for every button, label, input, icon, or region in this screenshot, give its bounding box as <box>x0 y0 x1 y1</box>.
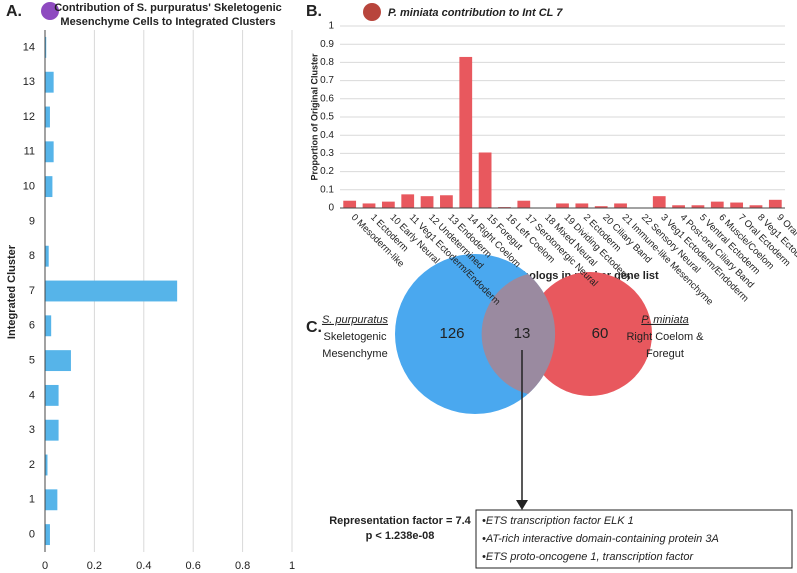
y-tick-label: 4 <box>29 389 35 401</box>
chart-title: Contribution of S. purpuratus' Skeletoge… <box>54 2 282 14</box>
chart-title: P. miniata contribution to Int CL 7 <box>388 7 563 19</box>
bar <box>45 454 48 476</box>
urchin-icon <box>41 2 59 20</box>
y-axis-label: Integrated Cluster <box>6 244 18 339</box>
bar <box>517 200 531 208</box>
bar <box>45 141 54 163</box>
venn-left-label: Mesenchyme <box>322 348 387 360</box>
bar <box>362 203 376 208</box>
gene-box <box>475 509 793 569</box>
y-tick-label: 13 <box>23 76 35 88</box>
venn-right-label: Foregut <box>646 348 684 360</box>
bar <box>343 200 357 208</box>
venn-right-label: Right Coelom & <box>626 331 704 343</box>
bar <box>691 205 705 208</box>
venn-overlap <box>481 274 556 394</box>
y-tick-label: 3 <box>29 424 35 436</box>
y-tick-label: 0.4 <box>320 130 334 141</box>
x-tick-label: 1 <box>289 560 295 572</box>
gene: •ETS proto-oncogene 1, transcription fac… <box>482 551 694 563</box>
bar <box>45 350 71 372</box>
bar <box>45 524 50 546</box>
x-tick-label: 0 <box>42 560 48 572</box>
bar <box>45 280 178 302</box>
x-tick-label: 0.2 <box>87 560 102 572</box>
gene: •ETS transcription factor ELK 1 <box>482 515 634 527</box>
bar <box>459 56 473 208</box>
y-tick-label: 12 <box>23 111 35 123</box>
bar <box>45 71 54 93</box>
panel-label: C. <box>306 319 322 336</box>
bar <box>45 315 52 337</box>
bar <box>672 205 685 208</box>
venn-left-label: Skeletogenic <box>324 331 387 343</box>
y-tick-label: 0 <box>29 529 35 541</box>
bar <box>652 196 666 208</box>
stat: Representation factor = 7.4 <box>329 515 471 527</box>
bar <box>45 419 59 441</box>
y-tick-label: 0.3 <box>320 148 334 159</box>
y-tick-label: 7 <box>29 285 35 297</box>
bar <box>381 201 395 208</box>
y-tick-label: 5 <box>29 355 35 367</box>
panel-label: B. <box>306 3 322 20</box>
y-tick-label: 0.1 <box>320 184 334 195</box>
star-icon <box>363 3 381 21</box>
y-tick-label: 0.6 <box>320 93 334 104</box>
bar <box>45 489 58 511</box>
y-tick-label: 0.9 <box>320 39 334 50</box>
y-tick-label: 0.7 <box>320 75 334 86</box>
x-tick-label: 0.4 <box>136 560 151 572</box>
venn-count: 126 <box>439 325 464 342</box>
chart-title: Mesenchyme Cells to Integrated Clusters <box>60 16 275 28</box>
panel-label: A. <box>6 3 22 20</box>
bar <box>749 205 763 208</box>
y-tick-label: 0.2 <box>320 166 334 177</box>
y-tick-label: 8 <box>29 250 35 262</box>
y-tick-label: 11 <box>24 146 35 158</box>
venn-right-label: P. miniata <box>641 314 689 326</box>
y-tick-label: 6 <box>29 320 35 332</box>
bar <box>768 199 782 208</box>
y-tick-label: 14 <box>23 41 35 53</box>
x-tick-label: 0.8 <box>235 560 250 572</box>
bar <box>420 196 434 208</box>
bar <box>710 201 724 208</box>
bar <box>575 203 589 208</box>
venn-count: 13 <box>514 325 531 342</box>
bar <box>45 36 47 58</box>
bar <box>478 152 492 208</box>
bar <box>45 176 53 198</box>
bar <box>440 195 453 208</box>
bar <box>730 202 744 208</box>
venn-count: 60 <box>592 325 609 342</box>
bar <box>594 206 608 208</box>
bar <box>45 384 59 406</box>
y-tick-label: 9 <box>29 215 35 227</box>
y-tick-label: 0.5 <box>320 112 334 123</box>
x-tick-label: 0.6 <box>186 560 201 572</box>
bar <box>401 194 415 208</box>
venn-right <box>528 272 652 396</box>
y-tick-label: 1 <box>29 494 35 506</box>
y-tick-label: 2 <box>29 459 35 471</box>
bar <box>614 203 627 208</box>
gene: •AT-rich interactive domain-containing p… <box>482 533 719 545</box>
y-tick-label: 10 <box>23 181 35 193</box>
bar <box>556 203 569 208</box>
stat: p < 1.238e-08 <box>366 530 435 542</box>
y-tick-label: 1 <box>328 21 334 32</box>
venn-left-label: S. purpuratus <box>322 314 389 326</box>
y-tick-label: 0.8 <box>320 57 334 68</box>
y-tick-label: 0 <box>328 203 334 214</box>
arrow-head <box>516 500 528 510</box>
bar <box>45 245 49 267</box>
y-axis-label: Proportion of Original Cluster <box>309 53 319 180</box>
bar <box>45 106 50 128</box>
